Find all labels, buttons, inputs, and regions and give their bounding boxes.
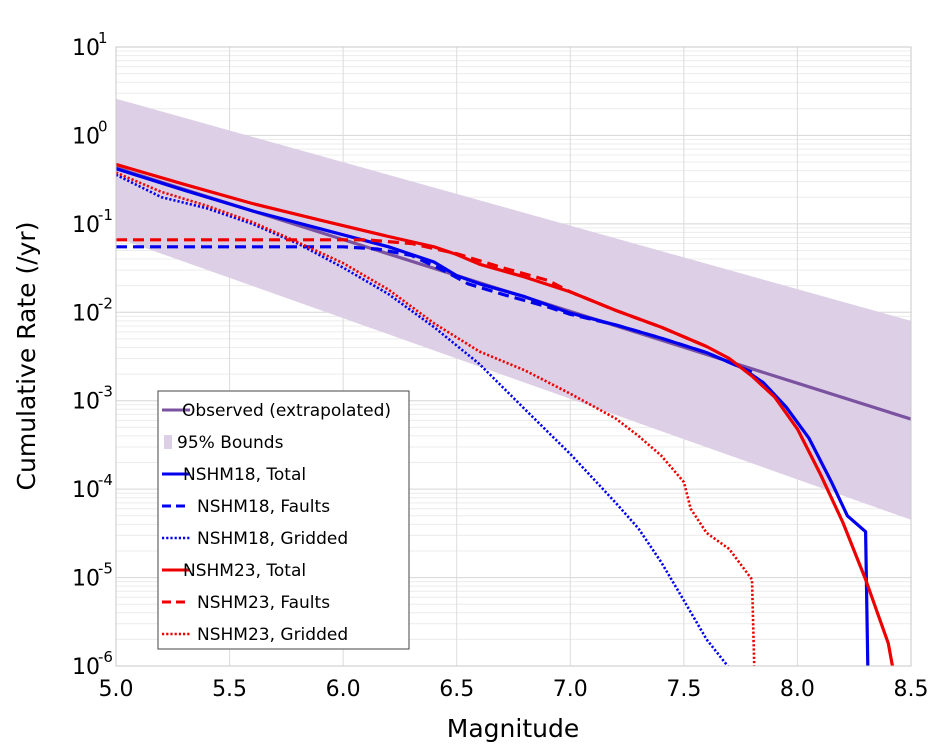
bounds-area (116, 98, 911, 520)
y-tick-label: 10-1 (72, 206, 113, 238)
y-tick-exponent: 0 (98, 117, 108, 135)
series-line-nshm23-faults (116, 238, 708, 348)
legend-entry: NSHM23, Gridded (162, 625, 348, 645)
x-tick-label: 5.5 (212, 677, 247, 702)
y-tick-base: 10 (72, 655, 100, 680)
y-tick-exponent: -4 (98, 471, 113, 489)
y-tick-label: 10-6 (72, 648, 113, 680)
x-tick-labels: 5.0 5.5 6.0 6.5 7.0 7.5 8.0 8.5 (99, 677, 929, 702)
y-tick-base: 10 (72, 301, 100, 326)
y-tick-exponent: -1 (98, 206, 113, 224)
y-tick-exponent: 1 (98, 29, 108, 47)
legend-label: Observed (extrapolated) (182, 401, 391, 421)
legend-swatch (164, 435, 172, 449)
y-tick-label: 10-3 (72, 383, 113, 415)
legend-label: 95% Bounds (177, 433, 284, 453)
legend-label: NSHM23, Gridded (197, 625, 348, 645)
legend-entry: NSHM23, Faults (162, 593, 330, 613)
legend-label: NSHM18, Gridded (197, 529, 348, 549)
legend-entry: 95% Bounds (164, 433, 284, 453)
y-tick-label: 100 (72, 117, 108, 149)
bounds-band (116, 98, 911, 520)
y-tick-base: 10 (72, 124, 100, 149)
y-tick-exponent: -3 (98, 383, 113, 401)
y-axis-title: Cumulative Rate (/yr) (12, 222, 41, 491)
y-tick-label: 101 (72, 29, 108, 61)
series-line-nshm18-faults (116, 245, 753, 374)
y-tick-exponent: -5 (98, 560, 113, 578)
y-tick-base: 10 (72, 567, 100, 592)
y-tick-label: 10-4 (72, 471, 113, 503)
x-tick-label: 7.5 (666, 677, 701, 702)
legend-entry: NSHM18, Faults (162, 497, 330, 517)
legend-entry: Observed (extrapolated) (162, 401, 391, 421)
legend-label: NSHM23, Faults (197, 593, 330, 613)
x-tick-label: 6.0 (326, 677, 361, 702)
x-tick-label: 8.0 (780, 677, 815, 702)
x-tick-label: 6.5 (439, 677, 474, 702)
legend-label: NSHM23, Total (183, 561, 306, 581)
y-tick-label: 10-5 (72, 560, 113, 592)
legend-entry: NSHM18, Total (162, 465, 306, 485)
x-tick-label: 5.0 (99, 677, 134, 702)
series-line-nshm18-gridded (116, 173, 730, 666)
legend-entry: NSHM23, Total (162, 561, 306, 581)
y-tick-base: 10 (72, 213, 100, 238)
y-tick-base: 10 (72, 36, 100, 61)
legend-label: NSHM18, Total (183, 465, 306, 485)
legend-entry: NSHM18, Gridded (162, 529, 348, 549)
series-line-nshm23-gridded (116, 171, 756, 666)
y-tick-base: 10 (72, 478, 100, 503)
y-tick-exponent: -2 (98, 294, 113, 312)
plot-frame (115, 46, 912, 667)
series-lines (116, 162, 911, 666)
x-tick-label: 7.0 (553, 677, 588, 702)
legend-box (157, 390, 410, 650)
y-tick-exponent: -6 (98, 648, 113, 666)
legend-label: NSHM18, Faults (197, 497, 330, 517)
x-axis-title: Magnitude (447, 714, 579, 743)
y-tick-base: 10 (72, 390, 100, 415)
legend: Observed (extrapolated) 95% Bounds NSHM18,… (157, 390, 410, 650)
x-tick-label: 8.5 (894, 677, 929, 702)
y-tick-label: 10-2 (72, 294, 113, 326)
